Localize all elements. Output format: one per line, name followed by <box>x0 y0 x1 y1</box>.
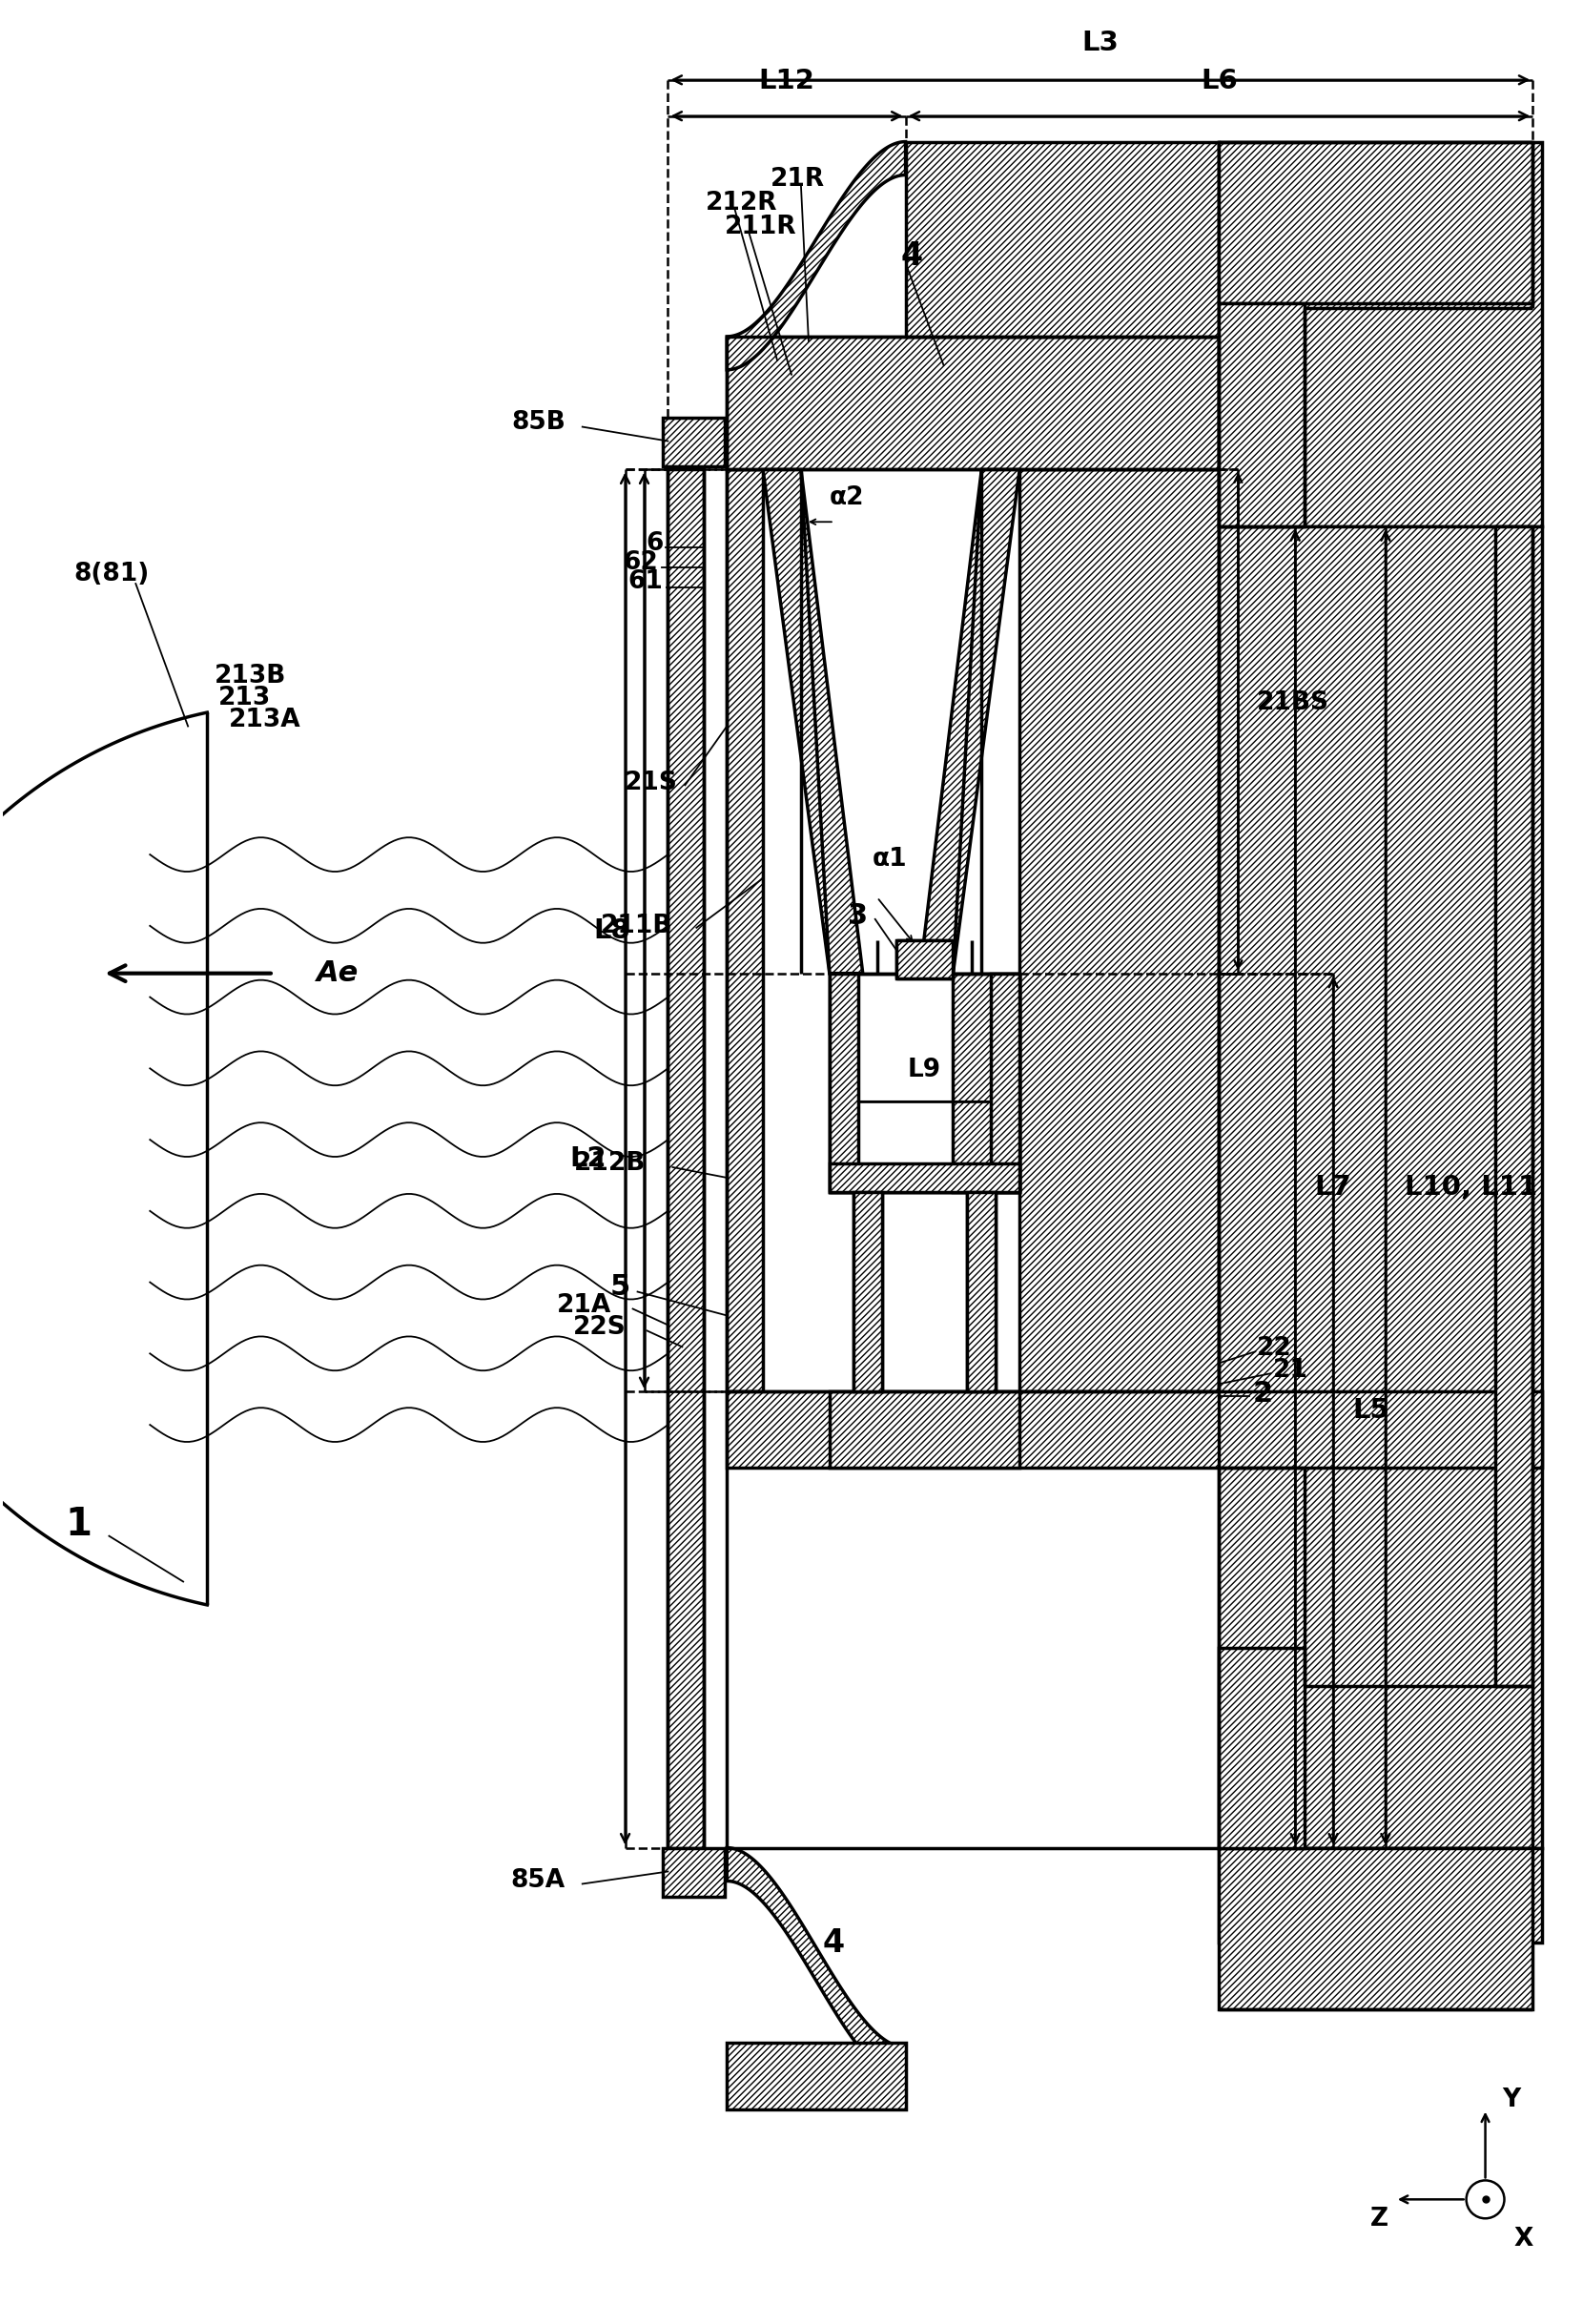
Text: 21S: 21S <box>624 772 678 795</box>
Bar <box>829 974 858 1192</box>
Text: L5: L5 <box>1352 1397 1390 1425</box>
Text: 211R: 211R <box>725 214 798 239</box>
Text: 22: 22 <box>1257 1336 1292 1362</box>
Polygon shape <box>727 1848 905 2080</box>
Text: Z: Z <box>1369 2208 1388 2231</box>
Bar <box>829 974 1019 1192</box>
Polygon shape <box>920 469 1019 974</box>
Bar <box>905 142 1219 337</box>
Text: 61: 61 <box>628 569 663 595</box>
Bar <box>1219 1848 1532 2010</box>
Text: Y: Y <box>1502 2087 1521 2113</box>
Bar <box>1219 528 1542 1848</box>
Text: 85B: 85B <box>511 409 565 435</box>
Bar <box>829 1164 1019 1192</box>
Polygon shape <box>763 469 863 974</box>
Bar <box>1219 142 1542 528</box>
Text: 22S: 22S <box>573 1315 627 1341</box>
Text: L9: L9 <box>907 1057 942 1083</box>
Text: α1: α1 <box>872 846 907 872</box>
Text: 21A: 21A <box>556 1294 611 1318</box>
Text: 4: 4 <box>901 239 923 272</box>
Bar <box>1494 528 1532 1687</box>
Bar <box>668 469 704 1848</box>
Bar <box>1219 302 1304 528</box>
Bar <box>1219 1848 1542 1943</box>
Text: α2: α2 <box>829 486 864 511</box>
Bar <box>853 1192 882 1392</box>
Text: 212B: 212B <box>575 1150 646 1176</box>
Bar <box>967 1192 996 1392</box>
Bar <box>727 2043 905 2110</box>
Text: Ae: Ae <box>317 960 358 988</box>
Text: 211B: 211B <box>600 913 673 939</box>
Bar <box>1019 469 1219 1392</box>
Text: 21R: 21R <box>771 167 825 193</box>
Text: 5: 5 <box>609 1274 630 1301</box>
Text: 21: 21 <box>1273 1357 1309 1383</box>
Text: L12: L12 <box>758 67 815 95</box>
Text: L10, L11: L10, L11 <box>1404 1174 1537 1202</box>
Text: 8(81): 8(81) <box>74 562 149 586</box>
Text: 6: 6 <box>646 532 663 555</box>
Bar <box>991 974 1019 1192</box>
Text: X: X <box>1513 2226 1534 2252</box>
Bar <box>727 337 1219 469</box>
Text: L7: L7 <box>1314 1174 1352 1202</box>
Polygon shape <box>727 142 905 370</box>
Text: L3: L3 <box>1081 30 1119 56</box>
Text: 3: 3 <box>847 902 867 930</box>
Bar <box>896 941 953 978</box>
Text: L6: L6 <box>1201 67 1238 95</box>
Text: 1: 1 <box>65 1506 92 1543</box>
Bar <box>829 1392 1019 1466</box>
Text: 4: 4 <box>823 1927 845 1959</box>
Text: 2: 2 <box>1252 1380 1273 1408</box>
Text: 85A: 85A <box>511 1868 565 1894</box>
Text: 213B: 213B <box>214 662 287 688</box>
Bar <box>1219 1648 1304 1848</box>
Bar <box>727 469 763 1392</box>
Text: 21BS: 21BS <box>1257 690 1330 716</box>
Text: L8: L8 <box>594 918 630 944</box>
Bar <box>727 1392 1542 1466</box>
Text: 212R: 212R <box>706 191 777 216</box>
Text: 62: 62 <box>624 551 659 574</box>
Text: 213: 213 <box>218 686 271 711</box>
Bar <box>663 1848 725 1896</box>
Text: L2: L2 <box>570 1146 606 1171</box>
Text: 213A: 213A <box>230 706 301 732</box>
Bar <box>1219 142 1532 302</box>
Bar <box>953 974 1019 1192</box>
Bar <box>663 418 725 467</box>
